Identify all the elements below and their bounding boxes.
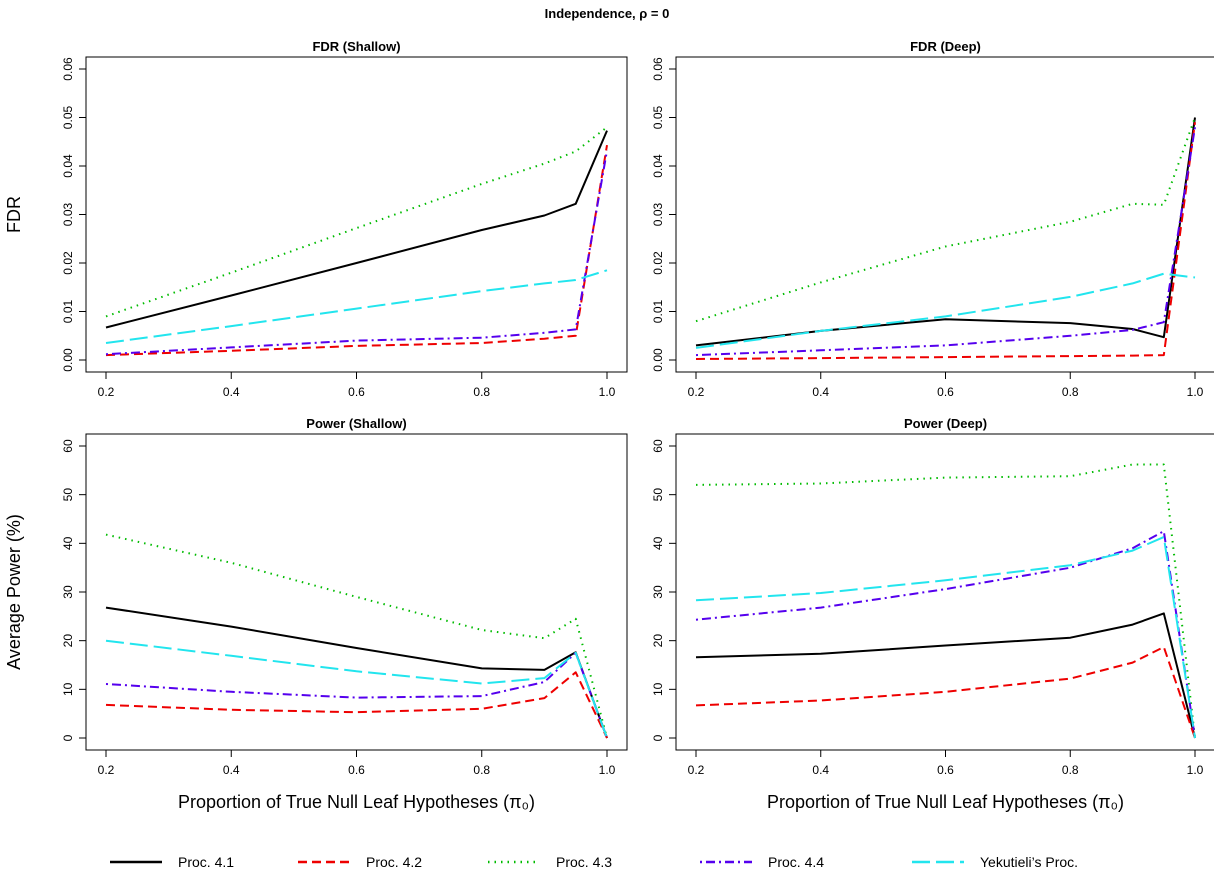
panel-title: Power (Shallow) bbox=[306, 416, 406, 431]
x-tick-label: 0.2 bbox=[688, 385, 705, 399]
series-line-2 bbox=[695, 122, 1196, 360]
legend-item: Proc. 4.2 bbox=[298, 854, 422, 870]
panel-3: Power (Shallow) 0.2 0.4 0.6 0.8 1.0 0 10 20 30 40 5… bbox=[4, 416, 628, 812]
y-tick-label: 10 bbox=[651, 682, 665, 696]
y-tick-label: 60 bbox=[651, 439, 665, 453]
y-tick-label: 20 bbox=[61, 634, 75, 648]
y-tick-label: 0.03 bbox=[61, 202, 75, 226]
x-tick-label: 0.8 bbox=[1062, 385, 1079, 399]
x-tick-label: 0.4 bbox=[223, 385, 240, 399]
legend-label: Proc. 4.1 bbox=[178, 854, 234, 870]
panel-title: FDR (Deep) bbox=[910, 39, 981, 54]
panel-title: Power (Deep) bbox=[904, 416, 987, 431]
x-tick-label: 1.0 bbox=[1187, 385, 1204, 399]
x-tick-label: 0.2 bbox=[98, 385, 115, 399]
y-tick-label: 0.06 bbox=[61, 57, 75, 81]
panel-title: FDR (Shallow) bbox=[312, 39, 400, 54]
series-line-1 bbox=[695, 117, 1196, 347]
y-tick-label: 40 bbox=[61, 536, 75, 550]
y-axis-title: FDR bbox=[4, 196, 24, 233]
y-tick-label: 0.01 bbox=[651, 299, 665, 323]
series-line-1 bbox=[105, 606, 608, 739]
x-tick-label: 1.0 bbox=[599, 385, 616, 399]
y-tick-label: 60 bbox=[61, 439, 75, 453]
y-tick-label: 0.05 bbox=[651, 105, 665, 129]
y-tick-label: 0.04 bbox=[61, 154, 75, 178]
legend-item: Proc. 4.4 bbox=[700, 854, 824, 870]
y-tick-label: 30 bbox=[61, 585, 75, 599]
series-line-4 bbox=[695, 530, 1196, 739]
y-tick-label: 0 bbox=[651, 734, 665, 741]
series-line-4 bbox=[105, 150, 608, 356]
y-tick-label: 0.00 bbox=[61, 348, 75, 372]
y-tick-label: 30 bbox=[651, 585, 665, 599]
panel-2: FDR (Deep) 0.2 0.4 0.6 0.8 1.0 0.00 0.01 0.02 0.0… bbox=[651, 39, 1214, 399]
series-line-3 bbox=[695, 117, 1196, 323]
series-line-2 bbox=[105, 671, 608, 739]
y-tick-label: 0.02 bbox=[61, 251, 75, 275]
y-tick-label: 0.03 bbox=[651, 202, 665, 226]
x-tick-label: 0.6 bbox=[937, 763, 954, 777]
legend: Proc. 4.1 Proc. 4.2 Proc. 4.3 Proc. 4.4 Yeku… bbox=[110, 854, 1078, 870]
x-tick-label: 0.8 bbox=[1062, 763, 1079, 777]
legend-label: Proc. 4.3 bbox=[556, 854, 612, 870]
x-tick-label: 0.6 bbox=[348, 763, 365, 777]
x-tick-label: 0.8 bbox=[473, 385, 490, 399]
x-tick-label: 0.2 bbox=[98, 763, 115, 777]
legend-label: Proc. 4.4 bbox=[768, 854, 824, 870]
series-line-4 bbox=[695, 127, 1196, 357]
y-axis-title: Average Power (%) bbox=[4, 514, 24, 670]
legend-label: Yekutieli’s Proc. bbox=[980, 854, 1078, 870]
x-tick-label: 0.8 bbox=[473, 763, 490, 777]
plot-frame bbox=[675, 56, 1214, 373]
x-tick-label: 0.4 bbox=[812, 385, 829, 399]
y-tick-label: 0.00 bbox=[651, 348, 665, 372]
legend-item: Yekutieli’s Proc. bbox=[912, 854, 1078, 870]
x-tick-label: 0.2 bbox=[688, 763, 705, 777]
main-title: Independence, ρ = 0 bbox=[545, 6, 670, 21]
legend-item: Proc. 4.1 bbox=[110, 854, 234, 870]
y-tick-label: 0.01 bbox=[61, 299, 75, 323]
y-tick-label: 10 bbox=[61, 682, 75, 696]
plot-frame bbox=[85, 433, 628, 751]
series-line-1 bbox=[105, 130, 608, 329]
series-line-1 bbox=[695, 612, 1196, 739]
panels: FDR (Shallow) 0.2 0.4 0.6 0.8 1.0 0.00 0.01 0.02… bbox=[4, 39, 1214, 812]
panel-1: FDR (Shallow) 0.2 0.4 0.6 0.8 1.0 0.00 0.01 0.02… bbox=[4, 39, 628, 399]
y-tick-label: 40 bbox=[651, 536, 665, 550]
series-line-5 bbox=[105, 639, 608, 739]
y-tick-label: 50 bbox=[61, 488, 75, 502]
x-tick-label: 0.4 bbox=[812, 763, 829, 777]
legend-item: Proc. 4.3 bbox=[488, 854, 612, 870]
y-tick-label: 0.04 bbox=[651, 154, 665, 178]
x-axis-title: Proportion of True Null Leaf Hypotheses … bbox=[767, 792, 1124, 812]
x-tick-label: 0.6 bbox=[937, 385, 954, 399]
series-line-4 bbox=[105, 651, 608, 739]
y-tick-label: 0.06 bbox=[651, 57, 665, 81]
x-tick-label: 1.0 bbox=[1187, 763, 1204, 777]
series-line-3 bbox=[105, 533, 608, 739]
series-line-3 bbox=[105, 126, 608, 318]
series-line-5 bbox=[695, 272, 1196, 349]
series-line-2 bbox=[695, 646, 1196, 739]
y-tick-label: 50 bbox=[651, 488, 665, 502]
series-line-3 bbox=[695, 463, 1196, 739]
y-tick-label: 20 bbox=[651, 634, 665, 648]
y-tick-label: 0.05 bbox=[61, 105, 75, 129]
x-axis-title: Proportion of True Null Leaf Hypotheses … bbox=[178, 792, 535, 812]
series-line-2 bbox=[105, 144, 608, 357]
panel-4: Power (Deep) 0.2 0.4 0.6 0.8 1.0 0 10 20 30 40 50 60… bbox=[651, 416, 1214, 812]
legend-label: Proc. 4.2 bbox=[366, 854, 422, 870]
x-tick-label: 0.4 bbox=[223, 763, 240, 777]
y-tick-label: 0.02 bbox=[651, 251, 665, 275]
x-tick-label: 1.0 bbox=[599, 763, 616, 777]
series-line-5 bbox=[695, 536, 1196, 739]
x-tick-label: 0.6 bbox=[348, 385, 365, 399]
y-tick-label: 0 bbox=[61, 734, 75, 741]
series-line-5 bbox=[105, 269, 608, 344]
